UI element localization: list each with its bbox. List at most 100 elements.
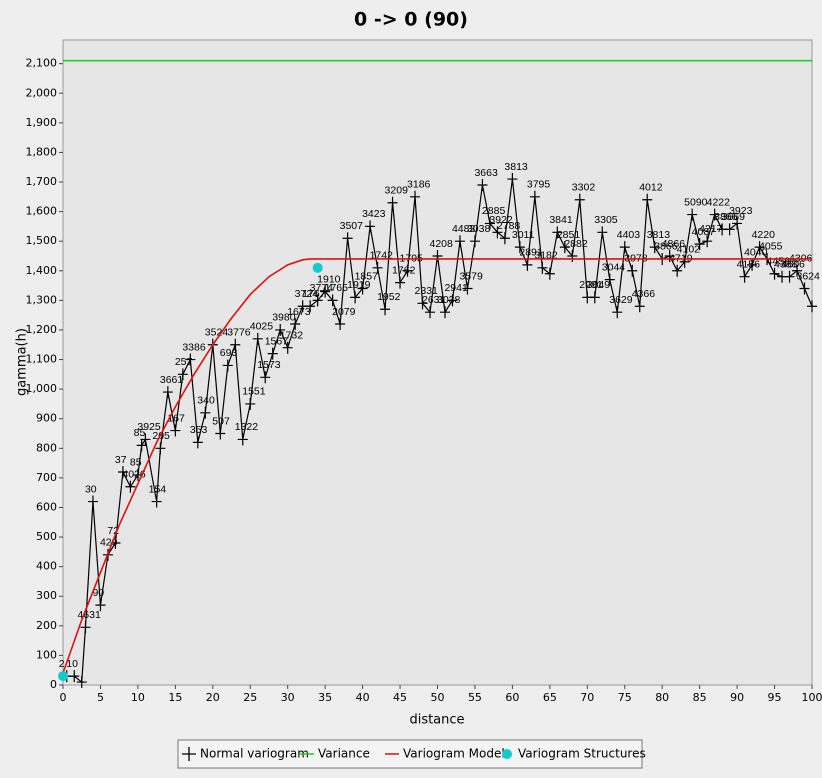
- y-tick-label: 1,300: [26, 293, 58, 306]
- y-tick-label: 1,400: [26, 264, 58, 277]
- point-label: 3661: [160, 374, 184, 386]
- point-label: 2: [59, 658, 65, 670]
- x-tick-label: 25: [243, 691, 257, 704]
- point-label: 3186: [407, 179, 431, 191]
- y-tick-label: 2,100: [26, 57, 58, 70]
- point-label: 3624: [797, 270, 821, 282]
- point-label: 3776: [227, 327, 251, 339]
- point-label: 4025: [250, 321, 274, 333]
- point-label: 3507: [340, 220, 364, 232]
- point-label: 3302: [572, 182, 596, 194]
- point-label: 3044: [602, 261, 626, 273]
- x-tick-label: 0: [60, 691, 67, 704]
- point-label: 4366: [632, 288, 656, 300]
- point-label: 154: [149, 483, 167, 495]
- x-tick-label: 100: [802, 691, 822, 704]
- y-tick-label: 700: [36, 471, 57, 484]
- y-tick-label: 1,700: [26, 175, 58, 188]
- legend-swatch: [502, 749, 512, 759]
- y-tick-label: 300: [36, 589, 57, 602]
- point-label: 3049: [587, 279, 611, 291]
- point-label: 3795: [527, 179, 551, 191]
- point-label: 3629: [609, 294, 633, 306]
- point-label: 507: [212, 415, 230, 427]
- x-tick-label: 85: [693, 691, 707, 704]
- x-tick-label: 95: [768, 691, 782, 704]
- point-label: 1742: [370, 250, 394, 262]
- legend-label: Variogram Structures: [518, 747, 646, 761]
- y-tick-label: 1,600: [26, 205, 58, 218]
- x-tick-label: 5: [97, 691, 104, 704]
- point-label: 2079: [332, 306, 356, 318]
- x-axis-label: distance: [409, 713, 464, 728]
- x-tick-label: 45: [393, 691, 407, 704]
- legend-label: Normal variogram: [200, 747, 309, 761]
- x-tick-label: 15: [168, 691, 182, 704]
- chart-title: 0 -> 0 (90): [354, 9, 468, 31]
- point-label: 3011: [512, 229, 535, 241]
- x-tick-label: 30: [281, 691, 295, 704]
- x-tick-label: 55: [468, 691, 482, 704]
- y-tick-label: 500: [36, 530, 57, 543]
- y-tick-label: 800: [36, 441, 57, 454]
- point-label: 4055: [759, 241, 783, 253]
- x-tick-label: 70: [580, 691, 594, 704]
- point-label: 1673: [287, 306, 311, 318]
- point-marker: [58, 671, 68, 681]
- point-label: 205: [152, 430, 170, 442]
- point-label: 85: [130, 457, 142, 469]
- y-tick-label: 1,200: [26, 323, 58, 336]
- point-label: 1322: [235, 421, 259, 433]
- y-tick-label: 200: [36, 619, 57, 632]
- y-tick-label: 1,500: [26, 234, 58, 247]
- point-label: 4220: [752, 229, 776, 241]
- point-label: 4403: [617, 229, 641, 241]
- point-label: 340: [197, 395, 215, 407]
- x-tick-label: 80: [655, 691, 669, 704]
- point-label: 1573: [257, 359, 281, 371]
- point-label: 3923: [729, 205, 753, 217]
- point-label: 1551: [242, 386, 266, 398]
- point-label: 4222: [707, 196, 731, 208]
- y-tick-label: 2,000: [26, 86, 58, 99]
- y-tick-label: 100: [36, 648, 57, 661]
- legend-label: Variogram Model: [403, 747, 505, 761]
- y-tick-label: 0: [50, 678, 57, 691]
- point-label: 4102: [677, 244, 701, 256]
- x-tick-label: 60: [505, 691, 519, 704]
- point-label: 5090: [684, 196, 708, 208]
- x-tick-label: 20: [206, 691, 220, 704]
- point-label: 3813: [504, 161, 528, 173]
- point-label: 37: [115, 454, 127, 466]
- point-marker: [313, 263, 323, 273]
- point-label: 4012: [639, 182, 663, 194]
- x-tick-label: 40: [356, 691, 370, 704]
- y-tick-label: 1,000: [26, 382, 58, 395]
- point-label: 4208: [430, 238, 454, 250]
- legend-label: Variance: [318, 747, 370, 761]
- point-label: 3209: [385, 185, 409, 197]
- y-tick-label: 1,900: [26, 116, 58, 129]
- point-label: 30: [85, 483, 97, 495]
- point-label: 353: [190, 424, 208, 436]
- point-label: 3663: [474, 167, 498, 179]
- x-tick-label: 50: [431, 691, 445, 704]
- point-label: 3579: [459, 270, 483, 282]
- point-label: 3423: [362, 208, 386, 220]
- x-tick-label: 75: [618, 691, 632, 704]
- point-label: 2882: [564, 238, 588, 250]
- y-tick-label: 400: [36, 560, 57, 573]
- point-label: 3386: [182, 341, 206, 353]
- point-label: 1732: [280, 329, 304, 341]
- y-tick-label: 1,800: [26, 145, 58, 158]
- x-tick-label: 90: [730, 691, 744, 704]
- point-label: 1857: [355, 270, 379, 282]
- point-label: 4631: [77, 609, 101, 621]
- point-label: 3305: [594, 214, 618, 226]
- point-label: 3841: [549, 214, 573, 226]
- point-label: 3182: [534, 250, 558, 262]
- point-label: 1765: [325, 282, 349, 294]
- x-tick-label: 10: [131, 691, 145, 704]
- y-tick-label: 1,100: [26, 353, 58, 366]
